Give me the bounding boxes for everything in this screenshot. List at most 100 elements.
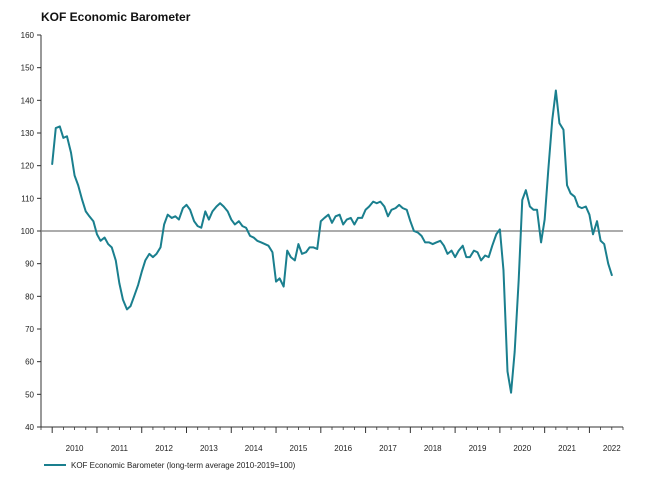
- y-tick-label: 40: [25, 423, 34, 432]
- data-point: [51, 163, 53, 165]
- data-point: [174, 215, 176, 217]
- data-point: [339, 214, 341, 216]
- data-point: [309, 246, 311, 248]
- y-tick-label: 130: [21, 129, 35, 138]
- data-point: [454, 256, 456, 258]
- data-point: [85, 211, 87, 212]
- data-point: [70, 152, 72, 154]
- data-point: [328, 214, 329, 216]
- series-line: [51, 89, 613, 394]
- data-point: [216, 206, 217, 207]
- data-point: [350, 217, 352, 219]
- data-point: [316, 248, 318, 250]
- data-point: [104, 237, 105, 238]
- data-point: [577, 206, 579, 207]
- data-point: [160, 246, 161, 248]
- data-point: [570, 193, 572, 194]
- data-point: [600, 240, 602, 242]
- data-point: [447, 253, 448, 255]
- data-point: [563, 129, 564, 131]
- x-tick-label: 2015: [290, 444, 308, 453]
- data-point: [193, 220, 195, 222]
- data-point: [204, 211, 206, 212]
- data-point: [219, 202, 221, 204]
- data-point: [391, 209, 392, 211]
- data-point: [581, 207, 583, 209]
- data-point: [477, 251, 478, 253]
- data-point: [368, 206, 370, 207]
- data-point: [361, 217, 363, 219]
- data-point: [346, 219, 348, 220]
- data-point: [92, 220, 94, 222]
- data-point: [465, 256, 467, 258]
- data-point: [197, 225, 199, 227]
- data-point: [533, 209, 534, 211]
- data-point: [163, 224, 165, 225]
- data-point: [480, 260, 482, 261]
- data-point: [182, 207, 184, 209]
- y-tick-label: 150: [21, 64, 35, 73]
- data-point: [96, 233, 98, 235]
- data-point: [66, 135, 68, 137]
- data-point: [544, 219, 546, 220]
- data-point: [152, 256, 154, 258]
- data-point: [126, 309, 128, 310]
- chart-title: KOF Economic Barometer: [41, 10, 191, 24]
- data-point: [118, 282, 120, 284]
- y-tick-label: 50: [25, 390, 34, 399]
- y-tick-label: 80: [25, 292, 34, 301]
- y-tick-label: 120: [21, 162, 35, 171]
- data-point: [227, 211, 229, 212]
- x-tick-label: 2021: [558, 444, 576, 453]
- data-point: [603, 243, 605, 245]
- data-point: [245, 227, 247, 229]
- data-point: [589, 214, 590, 216]
- data-point: [275, 281, 277, 283]
- data-point: [133, 295, 135, 297]
- data-point: [413, 230, 415, 232]
- data-point: [148, 253, 150, 255]
- data-point: [171, 217, 173, 219]
- data-point: [178, 219, 180, 220]
- data-point: [283, 286, 285, 287]
- x-tick-label: 2011: [111, 444, 129, 453]
- data-point: [518, 279, 520, 281]
- data-point: [260, 242, 262, 243]
- data-point: [529, 206, 531, 207]
- data-point: [167, 214, 169, 216]
- data-point: [376, 202, 378, 204]
- data-point: [365, 209, 366, 211]
- data-point: [122, 299, 124, 300]
- data-point: [379, 201, 381, 203]
- data-point: [230, 219, 232, 220]
- data-point: [88, 215, 90, 217]
- data-point: [503, 269, 504, 271]
- x-tick-label: 2022: [603, 444, 621, 453]
- x-tick-label: 2017: [379, 444, 397, 453]
- data-point: [540, 242, 542, 243]
- data-point: [335, 215, 336, 217]
- data-point: [439, 240, 441, 242]
- legend: KOF Economic Barometer (long-term averag…: [44, 461, 296, 470]
- y-tick-label: 70: [25, 325, 34, 334]
- data-point: [574, 196, 576, 198]
- data-point: [424, 242, 426, 243]
- data-point: [249, 235, 251, 237]
- data-point: [312, 246, 314, 248]
- data-point: [290, 256, 292, 258]
- legend-label: KOF Economic Barometer (long-term averag…: [71, 461, 296, 470]
- data-point: [536, 209, 538, 211]
- data-point: [435, 242, 437, 243]
- data-point: [353, 224, 355, 225]
- data-point: [242, 225, 243, 227]
- data-point: [272, 251, 273, 253]
- data-point: [395, 207, 396, 209]
- data-point: [406, 209, 408, 211]
- y-tick-label: 140: [21, 96, 35, 105]
- x-tick-label: 2010: [66, 444, 84, 453]
- data-point: [223, 206, 225, 207]
- y-tick-label: 90: [25, 260, 34, 269]
- data-point: [421, 235, 422, 237]
- data-point: [77, 184, 79, 186]
- data-point: [111, 246, 113, 248]
